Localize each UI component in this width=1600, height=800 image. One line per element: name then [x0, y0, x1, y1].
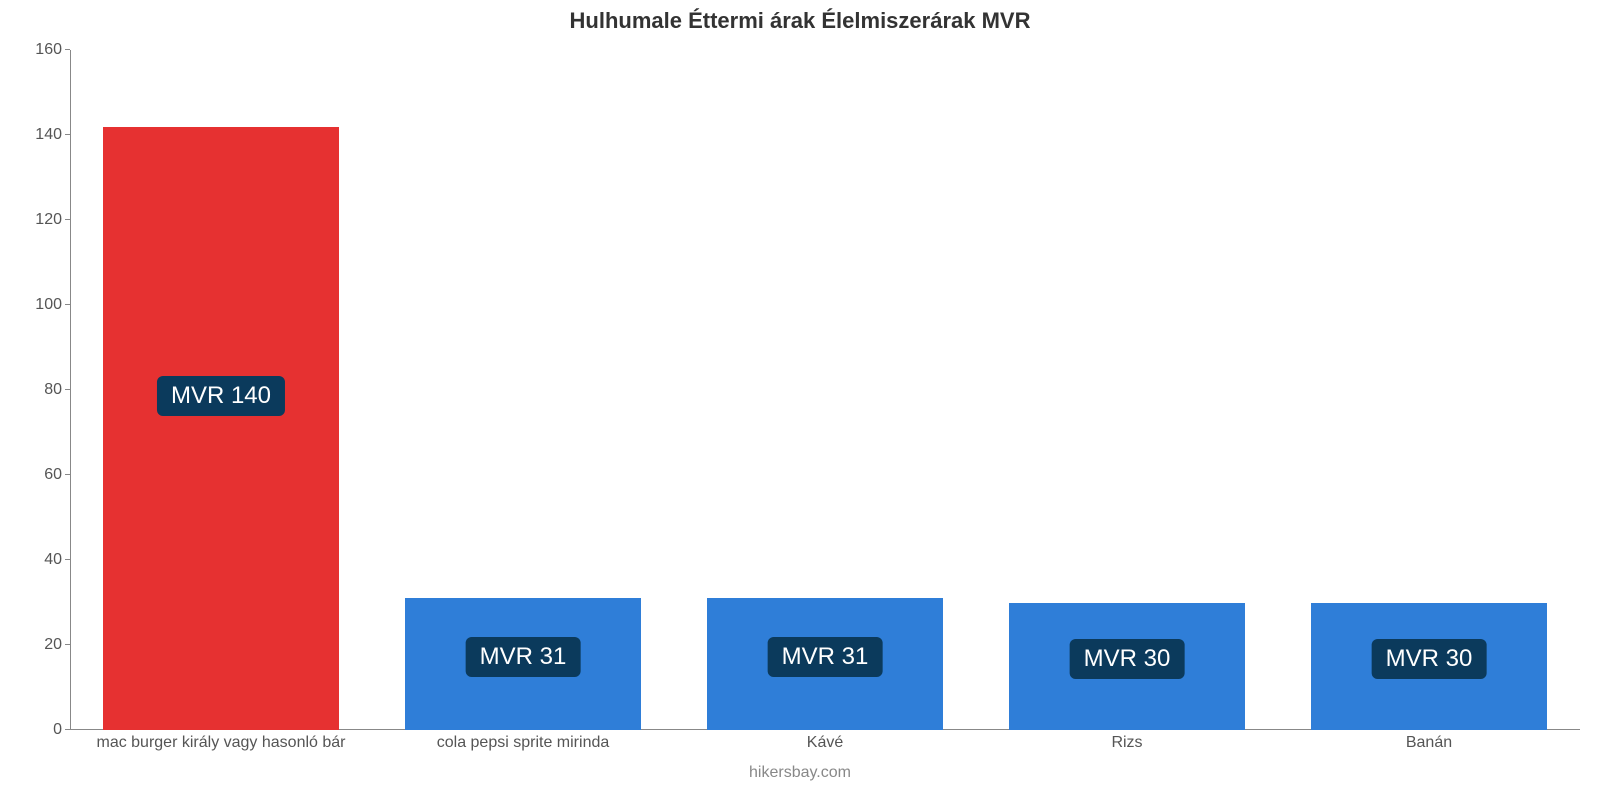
y-tick-label: 160 [35, 41, 62, 59]
bar-slot: MVR 30 [976, 50, 1278, 730]
y-tick-label: 60 [44, 466, 62, 484]
bar-slot: MVR 30 [1278, 50, 1580, 730]
bar: MVR 30 [1009, 603, 1245, 731]
bar: MVR 140 [103, 127, 339, 731]
x-axis-labels: mac burger király vagy hasonló bárcola p… [70, 734, 1580, 752]
bar-value-label: MVR 30 [1070, 639, 1185, 679]
bar-value-label: MVR 30 [1372, 639, 1487, 679]
y-tick-label: 120 [35, 211, 62, 229]
y-tick-label: 80 [44, 381, 62, 399]
bar: MVR 31 [707, 598, 943, 730]
x-axis-category-label: mac burger király vagy hasonló bár [70, 734, 372, 752]
y-tick-label: 40 [44, 551, 62, 569]
attribution-text: hikersbay.com [0, 764, 1600, 782]
y-tick-label: 0 [53, 721, 62, 739]
bar-value-label: MVR 31 [768, 637, 883, 677]
bars-container: MVR 140 MVR 31 MVR 31 MVR 30 MVR 30 [70, 50, 1580, 730]
x-axis-category-label: cola pepsi sprite mirinda [372, 734, 674, 752]
bar: MVR 30 [1311, 603, 1547, 731]
bar-slot: MVR 31 [674, 50, 976, 730]
chart-title: Hulhumale Éttermi árak Élelmiszerárak MV… [0, 0, 1600, 34]
bar-slot: MVR 140 [70, 50, 372, 730]
y-tick-label: 100 [35, 296, 62, 314]
x-axis-category-label: Banán [1278, 734, 1580, 752]
x-axis-category-label: Kávé [674, 734, 976, 752]
bar-value-label: MVR 140 [157, 376, 285, 416]
y-tick-label: 20 [44, 636, 62, 654]
x-axis-category-label: Rizs [976, 734, 1278, 752]
y-tick-label: 140 [35, 126, 62, 144]
bar-slot: MVR 31 [372, 50, 674, 730]
bar-value-label: MVR 31 [466, 637, 581, 677]
chart-plot-area: 020406080100120140160 MVR 140MVR 31MVR 3… [70, 50, 1580, 730]
bar: MVR 31 [405, 598, 641, 730]
